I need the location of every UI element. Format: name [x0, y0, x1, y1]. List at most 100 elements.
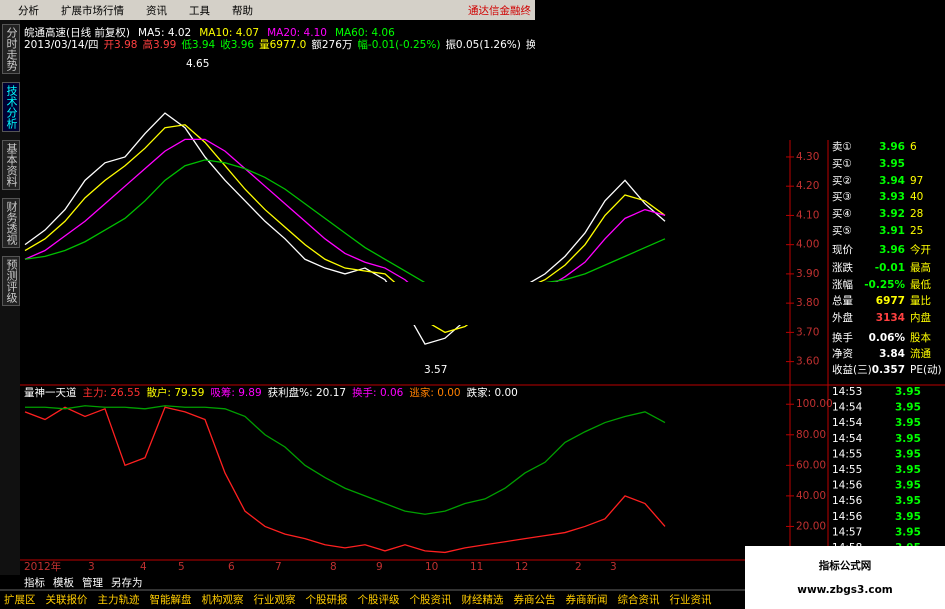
watermark-url: www.zbgs3.com: [797, 584, 893, 596]
tick-price: 3.95: [895, 448, 921, 460]
tick-price: 3.95: [895, 417, 921, 429]
tick-time: 14:54: [832, 402, 863, 414]
indicator-header-item: 主力: 26.55: [83, 386, 141, 399]
bottom-tab[interactable]: 管理: [82, 576, 103, 589]
x-tick-label: 2012年: [24, 560, 61, 573]
bottom-bar-item[interactable]: 行业观察: [254, 593, 296, 606]
series-line: [24, 406, 666, 554]
quote-value: 0.06%: [869, 332, 906, 344]
redaction: [302, 282, 642, 325]
quote-extra: 最高: [910, 261, 931, 274]
quote-extra: 内盘: [910, 311, 931, 324]
bottom-bar-item[interactable]: 券商公告: [514, 593, 556, 606]
y-tick-label: 3.70: [796, 326, 819, 338]
quote-value: -0.01: [875, 262, 905, 274]
y-tick-label: 40.00: [796, 490, 826, 502]
quote-label: 买⑤: [832, 225, 852, 237]
x-tick-label: 6: [228, 561, 235, 573]
quote-label: 买②: [832, 175, 852, 187]
price-header-item: 量6977.0: [259, 39, 306, 51]
tick-time: 14:57: [832, 526, 862, 538]
x-tick-label: 4: [140, 561, 147, 573]
menu-item[interactable]: 扩展市场行情: [61, 4, 124, 17]
side-tab[interactable]: 基本资料: [2, 140, 20, 190]
x-tick-label: 5: [178, 561, 185, 573]
menu-item[interactable]: 资讯: [146, 4, 167, 17]
quote-value: 3.93: [879, 191, 905, 203]
bottom-tab[interactable]: 另存为: [111, 576, 143, 589]
indicator-header-item: 吸筹: 9.89: [210, 386, 261, 399]
quote-extra: 今开: [910, 243, 931, 256]
quote-extra: 97: [910, 175, 923, 187]
bottom-bar-item[interactable]: 个股资讯: [410, 593, 452, 606]
annotation: 4.65: [186, 58, 209, 70]
price-header-item: 皖通高速(日线 前复权): [24, 26, 130, 39]
y-tick-label: 60.00: [796, 459, 826, 471]
bottom-bar-item[interactable]: 主力轨迹: [98, 593, 140, 606]
bottom-bar-item[interactable]: 机构观察: [202, 593, 244, 606]
quote-extra: 流通: [910, 347, 931, 360]
y-tick-label: 100.00: [796, 398, 833, 410]
tick-price: 3.95: [895, 386, 921, 398]
x-tick-label: 3: [610, 561, 617, 573]
side-tab[interactable]: 财务透视: [2, 198, 20, 248]
series-line: [24, 159, 666, 296]
bottom-tab[interactable]: 指标: [24, 576, 45, 589]
y-tick-label: 4.30: [796, 151, 819, 163]
brand: 通达信金融终: [468, 4, 531, 17]
price-header-item: 开3.98: [104, 39, 138, 51]
y-tick-label: 3.60: [796, 356, 819, 368]
quote-extra: 40: [910, 191, 923, 203]
quote-value: 3.94: [879, 175, 905, 187]
bottom-bar-item[interactable]: 行业资讯: [670, 593, 712, 606]
bottom-bar-item[interactable]: 财经精选: [462, 593, 504, 606]
bottom-tab[interactable]: 模板: [53, 576, 74, 589]
menu-item[interactable]: 分析: [18, 4, 39, 17]
x-tick-label: 2: [575, 561, 582, 573]
price-header-item: 振0.05(1.26%): [445, 38, 520, 51]
bottom-bar-item[interactable]: 综合资讯: [618, 593, 660, 606]
y-tick-label: 4.10: [796, 209, 819, 221]
quote-value: 3.84: [879, 348, 905, 360]
x-tick-label: 11: [470, 561, 483, 573]
quote-extra: PE(动): [910, 364, 942, 376]
x-tick-label: 9: [376, 561, 383, 573]
quote-value: 3.96: [879, 141, 905, 153]
bottom-bar-item[interactable]: 个股研报: [306, 593, 348, 606]
tick-price: 3.95: [895, 464, 921, 476]
series-line: [25, 405, 666, 515]
quote-value: 3.92: [879, 208, 905, 220]
quote-label: 换手: [832, 331, 853, 344]
y-tick-label: 3.80: [796, 297, 819, 309]
price-header-item: MA5: 4.02: [138, 27, 191, 39]
bottom-bar-item[interactable]: 个股评级: [358, 594, 400, 606]
side-tab[interactable]: 预测评级: [2, 256, 20, 306]
y-tick-label: 4.20: [796, 180, 819, 192]
tick-price: 3.95: [895, 433, 921, 445]
tick-time: 14:53: [832, 386, 862, 398]
bottom-bar-item[interactable]: 智能解盘: [150, 593, 192, 606]
side-tab[interactable]: 分时走势: [2, 24, 20, 74]
bottom-bar-item[interactable]: 扩展区: [4, 593, 36, 606]
indicator-header-item: 散户: 79.59: [146, 386, 204, 399]
quote-extra: 最低: [910, 278, 931, 291]
price-header-item: MA10: 4.07: [199, 27, 259, 39]
tick-time: 14:56: [832, 511, 863, 523]
series-line: [24, 112, 666, 345]
price-header-item: MA60: 4.06: [335, 27, 395, 39]
price-header-item: 2013/03/14/四: [24, 39, 99, 51]
side-tab[interactable]: 技术分析: [2, 82, 20, 132]
tick-time: 14:54: [832, 433, 863, 445]
price-header-item: 额276万: [311, 38, 352, 51]
menu-item[interactable]: 工具: [189, 5, 210, 17]
x-tick-label: 3: [88, 561, 95, 573]
menu-item[interactable]: 帮助: [232, 4, 253, 17]
bottom-bar-item[interactable]: 关联报价: [46, 593, 88, 606]
indicator-header-item: 跌家: 0.00: [467, 386, 518, 399]
quote-label: 买④: [832, 208, 852, 220]
quote-label: 净资: [832, 347, 853, 360]
bottom-bar-item[interactable]: 券商新闻: [566, 593, 608, 606]
quote-extra: 量比: [910, 294, 931, 307]
